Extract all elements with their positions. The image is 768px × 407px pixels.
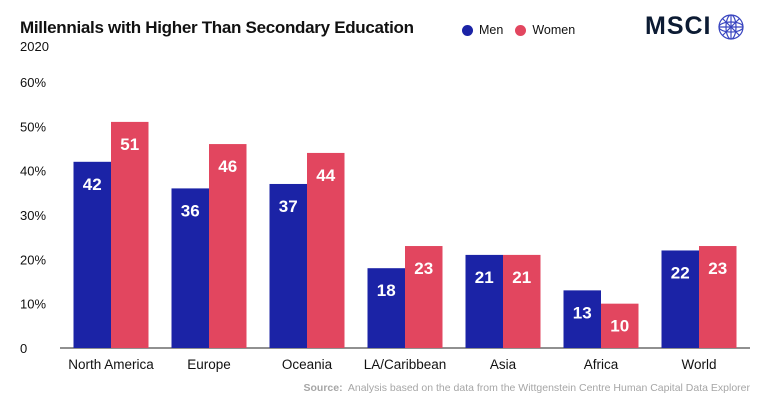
chart-subtitle: 2020 — [20, 39, 49, 54]
legend-label-men: Men — [479, 23, 504, 37]
y-tick-label: 60% — [20, 75, 46, 90]
x-tick-label: Asia — [490, 357, 517, 372]
y-tick-label: 30% — [20, 208, 46, 223]
bar-women — [601, 303, 639, 348]
data-label: 44 — [316, 166, 335, 185]
y-tick-label: 50% — [20, 119, 46, 134]
y-tick-label: 20% — [20, 252, 46, 267]
x-tick-label: Europe — [187, 357, 231, 372]
msci-logo: MSCI — [645, 12, 745, 41]
data-label: 21 — [475, 268, 494, 287]
bar-men — [269, 183, 307, 348]
legend-swatch-women — [515, 24, 527, 36]
bar-women — [699, 246, 737, 348]
source-note: Source: Analysis based on the data from … — [304, 382, 750, 394]
x-tick-label: North America — [68, 357, 154, 372]
y-tick-label: 40% — [20, 164, 46, 179]
x-tick-label: Oceania — [282, 357, 333, 372]
chart-title: Millennials with Higher Than Secondary E… — [20, 18, 414, 37]
data-label: 23 — [414, 259, 433, 278]
source-text: Analysis based on the data from the Witt… — [347, 382, 750, 394]
data-label: 18 — [377, 281, 396, 300]
logo-text: MSCI — [645, 12, 712, 40]
bar-women — [307, 152, 345, 348]
bar-men — [367, 268, 405, 348]
data-label: 23 — [708, 259, 727, 278]
source-label: Source: — [303, 382, 343, 394]
bar-women — [111, 121, 149, 349]
legend-swatch-men — [462, 24, 473, 36]
bar-women — [405, 246, 443, 348]
data-label: 51 — [120, 135, 139, 154]
legend: Men Women — [462, 23, 575, 37]
globe-icon — [717, 13, 744, 40]
legend-label-women: Women — [532, 23, 576, 37]
bar-men — [465, 254, 503, 348]
bar-men — [171, 188, 209, 348]
data-label: 42 — [83, 175, 102, 194]
x-tick-label: LA/Caribbean — [364, 357, 447, 372]
x-tick-label: World — [681, 357, 716, 372]
data-label: 21 — [512, 268, 531, 287]
data-label: 36 — [181, 201, 200, 220]
bar-women — [503, 254, 541, 348]
data-label: 37 — [279, 197, 298, 216]
x-tick-label: Africa — [584, 357, 619, 372]
bar-women — [209, 144, 247, 348]
data-label: 22 — [671, 263, 690, 282]
bar-men — [563, 290, 601, 348]
bar-men — [661, 250, 699, 348]
y-tick-label: 0 — [20, 341, 27, 356]
data-label: 10 — [610, 317, 629, 336]
data-label: 46 — [218, 157, 237, 176]
y-tick-label: 10% — [20, 297, 46, 312]
data-label: 13 — [573, 303, 592, 322]
bar-men — [73, 161, 111, 348]
